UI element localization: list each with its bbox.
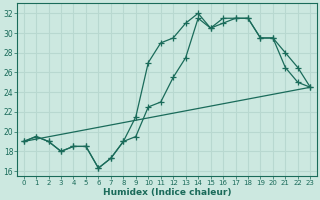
X-axis label: Humidex (Indice chaleur): Humidex (Indice chaleur) xyxy=(103,188,231,197)
